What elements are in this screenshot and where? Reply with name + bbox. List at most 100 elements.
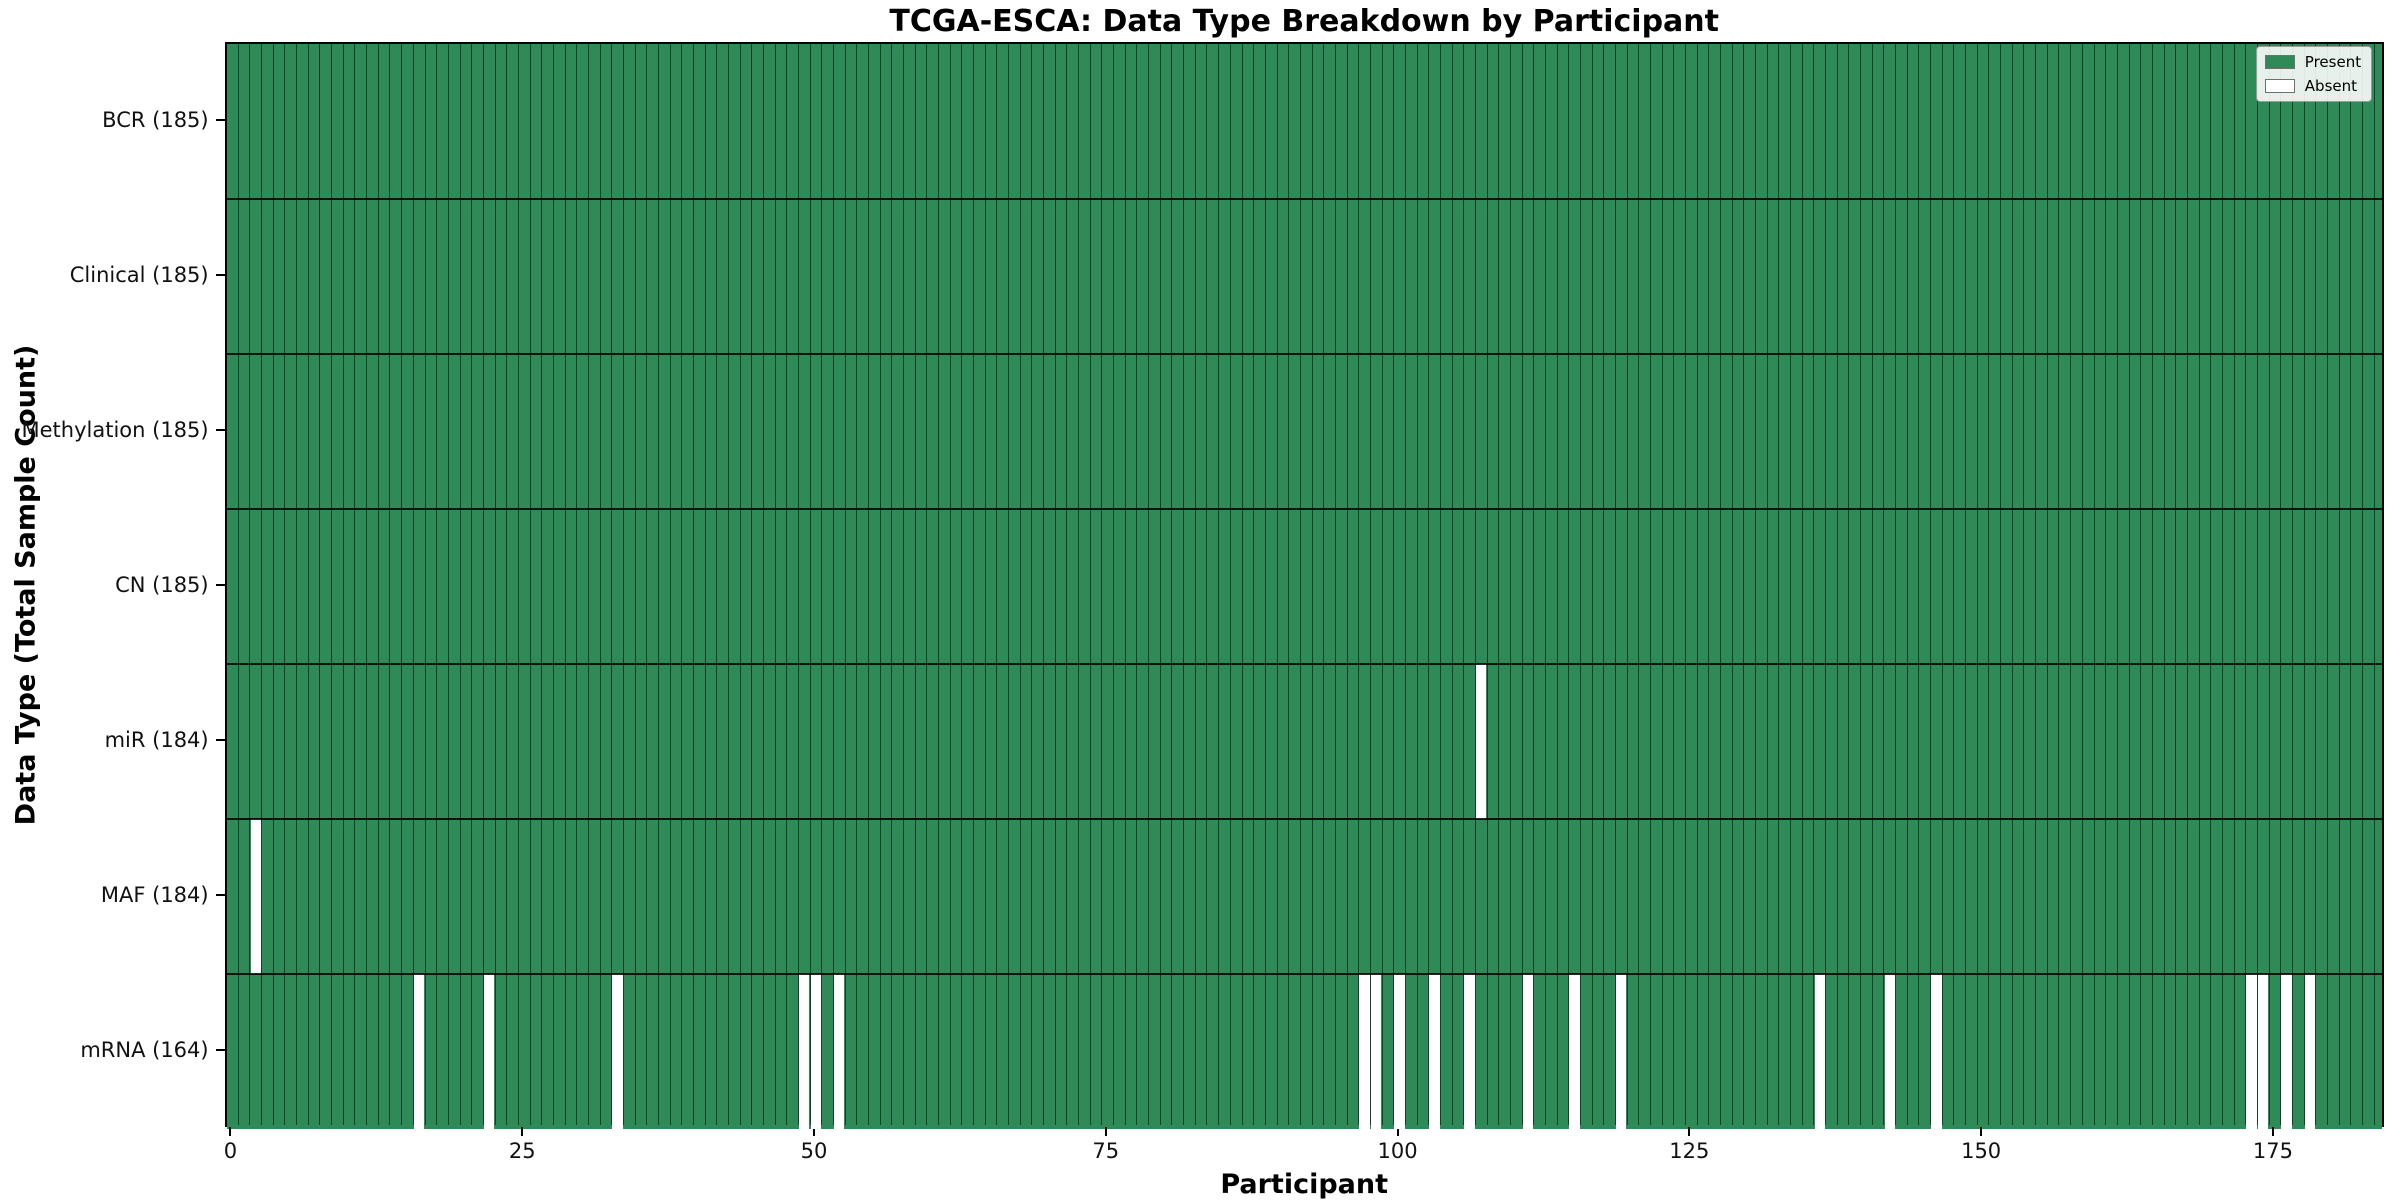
cell-edge-line [249,44,251,1125]
absent-cell-mRNA-49 [799,974,810,1129]
cell-edge-line [1568,44,1570,1125]
cell-edge-line [1591,44,1593,1125]
cell-edge-line [1404,44,1406,1125]
cell-edge-line [1159,44,1161,1125]
cell-edge-line [1463,44,1465,1125]
x-tick-label-25: 25 [508,1139,536,1163]
cell-edge-line [1381,44,1383,1125]
cell-edge-line [973,44,975,1125]
cell-edge-line [2105,44,2107,1125]
cell-edge-line [996,44,998,1125]
cell-edge-line [2233,44,2235,1125]
cell-edge-line [2081,44,2083,1125]
cell-edge-line [1626,44,1628,1125]
heatmap-row-MAF [226,819,2382,974]
absent-cell-mRNA-146 [1931,974,1942,1129]
y-tick-mark [215,583,225,586]
x-tick-label-50: 50 [800,1139,828,1163]
cell-edge-line [903,44,905,1125]
cell-edge-line [2280,44,2282,1125]
cell-edge-line [1334,44,1336,1125]
cell-edge-line [587,44,589,1125]
heatmap-row-BCR [226,44,2382,199]
cell-edge-line [2303,44,2305,1125]
cell-edge-line [1825,44,1827,1125]
absent-cell-mRNA-16 [414,974,425,1129]
cell-edge-line [2198,44,2200,1125]
cell-edge-line [1731,44,1733,1125]
cell-edge-line [844,44,846,1125]
cell-edge-line [1603,44,1605,1125]
x-axis-label: Participant [1220,1169,1389,1200]
cell-edge-line [914,44,916,1125]
cell-edge-line [868,44,870,1125]
plot-area [224,42,2384,1129]
cell-edge-line [1498,44,1500,1125]
cell-edge-line [669,44,671,1125]
x-tick-mark [2271,1127,2274,1136]
absent-swatch-icon [2264,79,2295,93]
cell-edge-line [2373,44,2375,1125]
cell-edge-line [1346,44,1348,1125]
absent-cell-mRNA-174 [2258,974,2269,1129]
cell-edge-line [833,44,834,1125]
absent-cell-mRNA-22 [484,974,495,1129]
cell-edge-line [366,44,368,1125]
cell-edge-line [1953,44,1955,1125]
y-tick-mark [215,738,225,741]
cell-edge-line [1918,44,1920,1125]
cell-edge-line [541,44,543,1125]
cell-edge-line [1965,44,1967,1125]
cell-edge-line [1860,44,1862,1125]
cell-edge-line [611,44,613,1125]
cell-edge-line [1906,44,1908,1125]
cell-edge-line [1066,44,1068,1125]
cell-edge-line [809,44,811,1125]
cell-edge-line [1614,44,1616,1125]
cell-edge-line [891,44,893,1125]
cell-edge-line [447,44,449,1125]
cell-edge-line [1673,44,1675,1125]
cell-edge-line [1241,44,1243,1125]
x-tick-label-150: 150 [1961,1139,2002,1163]
absent-cell-mRNA-106 [1464,974,1475,1129]
cell-edge-line [1416,44,1418,1125]
cell-edge-line [2116,44,2118,1125]
cell-edge-line [2151,44,2153,1125]
y-tick-mark [215,273,225,276]
absent-cell-mRNA-115 [1569,974,1580,1129]
cell-edge-line [296,44,298,1125]
x-tick-label-0: 0 [223,1139,238,1163]
cell-edge-line [284,44,286,1125]
cell-edge-line [599,44,601,1125]
cell-edge-line [786,44,788,1125]
cell-edge-line [1813,44,1815,1125]
y-tick-mark [215,118,225,121]
cell-edge-line [1276,44,1278,1125]
cell-edge-line [2011,44,2013,1125]
row-separator [226,353,2382,355]
cell-edge-line [1019,44,1021,1125]
cell-edge-line [1206,44,1208,1125]
cell-edge-line [1101,44,1103,1125]
cell-edge-line [2023,44,2025,1125]
x-tick-mark [1980,1127,1983,1136]
absent-cell-mRNA-33 [612,974,623,1129]
x-tick-mark [1104,1127,1107,1136]
cell-edge-line [1486,44,1488,1125]
cell-edge-line [1848,44,1850,1125]
cell-edge-line [517,44,519,1125]
heatmap-row-miR [226,664,2382,819]
heatmap-row-Methylation [226,354,2382,509]
cell-edge-line [1579,44,1581,1125]
cell-edge-line [2350,44,2352,1125]
row-separator [226,508,2382,510]
cell-edge-line [774,44,776,1125]
x-tick-mark [229,1127,232,1136]
cell-edge-line [401,44,403,1125]
cell-edge-line [1685,44,1686,1125]
cell-edge-line [634,44,636,1125]
cell-edge-line [716,44,718,1125]
cell-edge-line [1078,44,1080,1125]
row-separator [226,973,2382,975]
